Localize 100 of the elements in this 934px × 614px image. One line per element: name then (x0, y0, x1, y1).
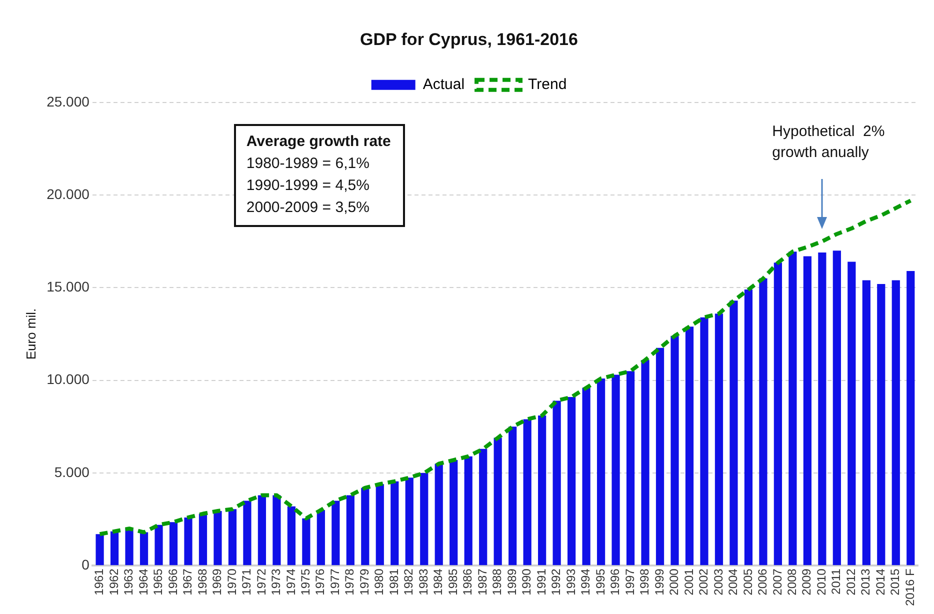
x-tick-label: 1972 (254, 568, 268, 596)
bar (184, 517, 192, 566)
x-tick-label: 1985 (446, 568, 460, 596)
bar (346, 495, 354, 566)
x-tick-label: 1971 (240, 568, 254, 596)
line-series (98, 198, 913, 536)
bar (523, 419, 532, 566)
annotation: 2000-2009 = 3,5% (246, 198, 370, 218)
bar (596, 378, 606, 566)
bar (818, 252, 826, 566)
x-tick-label: 1983 (416, 568, 430, 596)
bar (405, 478, 414, 566)
bar (140, 532, 148, 566)
x-tick-label: 1964 (136, 568, 150, 596)
x-tick-label: 2000 (667, 568, 682, 596)
legend-label: Trend (528, 76, 567, 94)
bar (744, 290, 753, 566)
x-tick-label: 1979 (357, 568, 372, 596)
bar (198, 514, 208, 566)
x-tick-label: 2001 (682, 568, 696, 596)
bar (169, 522, 178, 566)
x-tick-label: 1973 (269, 568, 284, 596)
x-tick-label: 1977 (328, 568, 342, 596)
bar (434, 464, 443, 566)
x-tick-label: 1994 (578, 568, 593, 596)
x-tick-label: 1966 (166, 568, 180, 596)
bar (243, 500, 252, 566)
x-tick-label: 1991 (534, 568, 548, 596)
bar (626, 371, 635, 566)
bar (656, 348, 664, 566)
x-tick-label: 2014 (873, 568, 888, 596)
bar (803, 256, 812, 566)
x-tick-label: 1961 (92, 568, 106, 596)
y-tick-label: 20.000 (46, 186, 90, 202)
x-tick-label: 1984 (431, 568, 446, 596)
bar (332, 500, 340, 566)
x-tick-label: 1969 (210, 568, 224, 596)
x-tick-label: 1978 (342, 568, 357, 596)
bar (641, 360, 650, 566)
bar (567, 397, 576, 566)
x-tick-label: 2003 (711, 568, 726, 596)
bar (877, 284, 886, 566)
x-tick-label: 1982 (402, 568, 416, 596)
x-tick-label: 2012 (844, 568, 858, 596)
bar (494, 438, 502, 566)
chart-title: GDP for Cyprus, 1961-2016 (360, 30, 578, 49)
y-tick-label: 0 (82, 556, 90, 572)
bar (125, 528, 134, 566)
x-tick-label: 1980 (372, 568, 386, 596)
bar (376, 484, 384, 566)
x-tick-label: 2005 (740, 568, 755, 596)
x-tick-label: 1989 (504, 568, 519, 596)
bar (316, 510, 325, 566)
bar (287, 506, 296, 566)
x-tick-label: 1981 (386, 568, 401, 596)
bar (361, 488, 370, 566)
x-tick-label: 2009 (800, 568, 814, 596)
bar (848, 262, 856, 566)
x-tick-label: 1992 (549, 568, 564, 596)
y-tick-label: 25.000 (46, 93, 90, 110)
annotation: 1990-1999 = 4,5% (246, 176, 370, 196)
bar (582, 388, 590, 566)
x-tick-label: 2002 (696, 568, 711, 596)
bar (302, 518, 310, 566)
bar (788, 252, 797, 566)
x-tick-label: 2007 (770, 568, 784, 596)
x-tick-label: 1976 (313, 568, 328, 596)
x-tick-label: 1968 (195, 568, 210, 596)
bar (670, 336, 679, 566)
x-tick-label: 1998 (638, 568, 652, 596)
x-tick-label: 1974 (284, 568, 298, 596)
bar (862, 280, 870, 566)
bar (450, 460, 458, 566)
y-tick-label: 15.000 (46, 278, 90, 295)
bar (759, 278, 768, 566)
x-tick-label: 1962 (106, 568, 121, 596)
annotation: 1980-1989 = 6,1% (246, 154, 370, 174)
bar (774, 262, 782, 566)
x-tick-label: 2004 (726, 568, 740, 596)
bar (479, 448, 488, 566)
bar (552, 400, 561, 566)
bar (420, 472, 428, 566)
bar (154, 524, 163, 566)
x-tick-label: 1975 (298, 568, 312, 596)
bar (258, 495, 266, 566)
bar (906, 271, 915, 566)
x-tick-label: 1997 (622, 568, 637, 596)
x-tick-label: 1987 (475, 568, 490, 596)
x-tick-label: 1988 (490, 568, 504, 596)
legend-label: Actual (422, 76, 465, 94)
bar (508, 426, 517, 566)
bar (685, 326, 694, 566)
bar (96, 534, 104, 566)
bar (612, 374, 620, 566)
bar (832, 250, 841, 566)
bar (110, 531, 119, 566)
x-tick-label: 2011 (829, 568, 844, 594)
annotation: Hypothetical 2% growth anually (772, 122, 886, 164)
x-tick-label: 1995 (593, 568, 608, 596)
x-tick-label: 2010 (814, 568, 828, 596)
